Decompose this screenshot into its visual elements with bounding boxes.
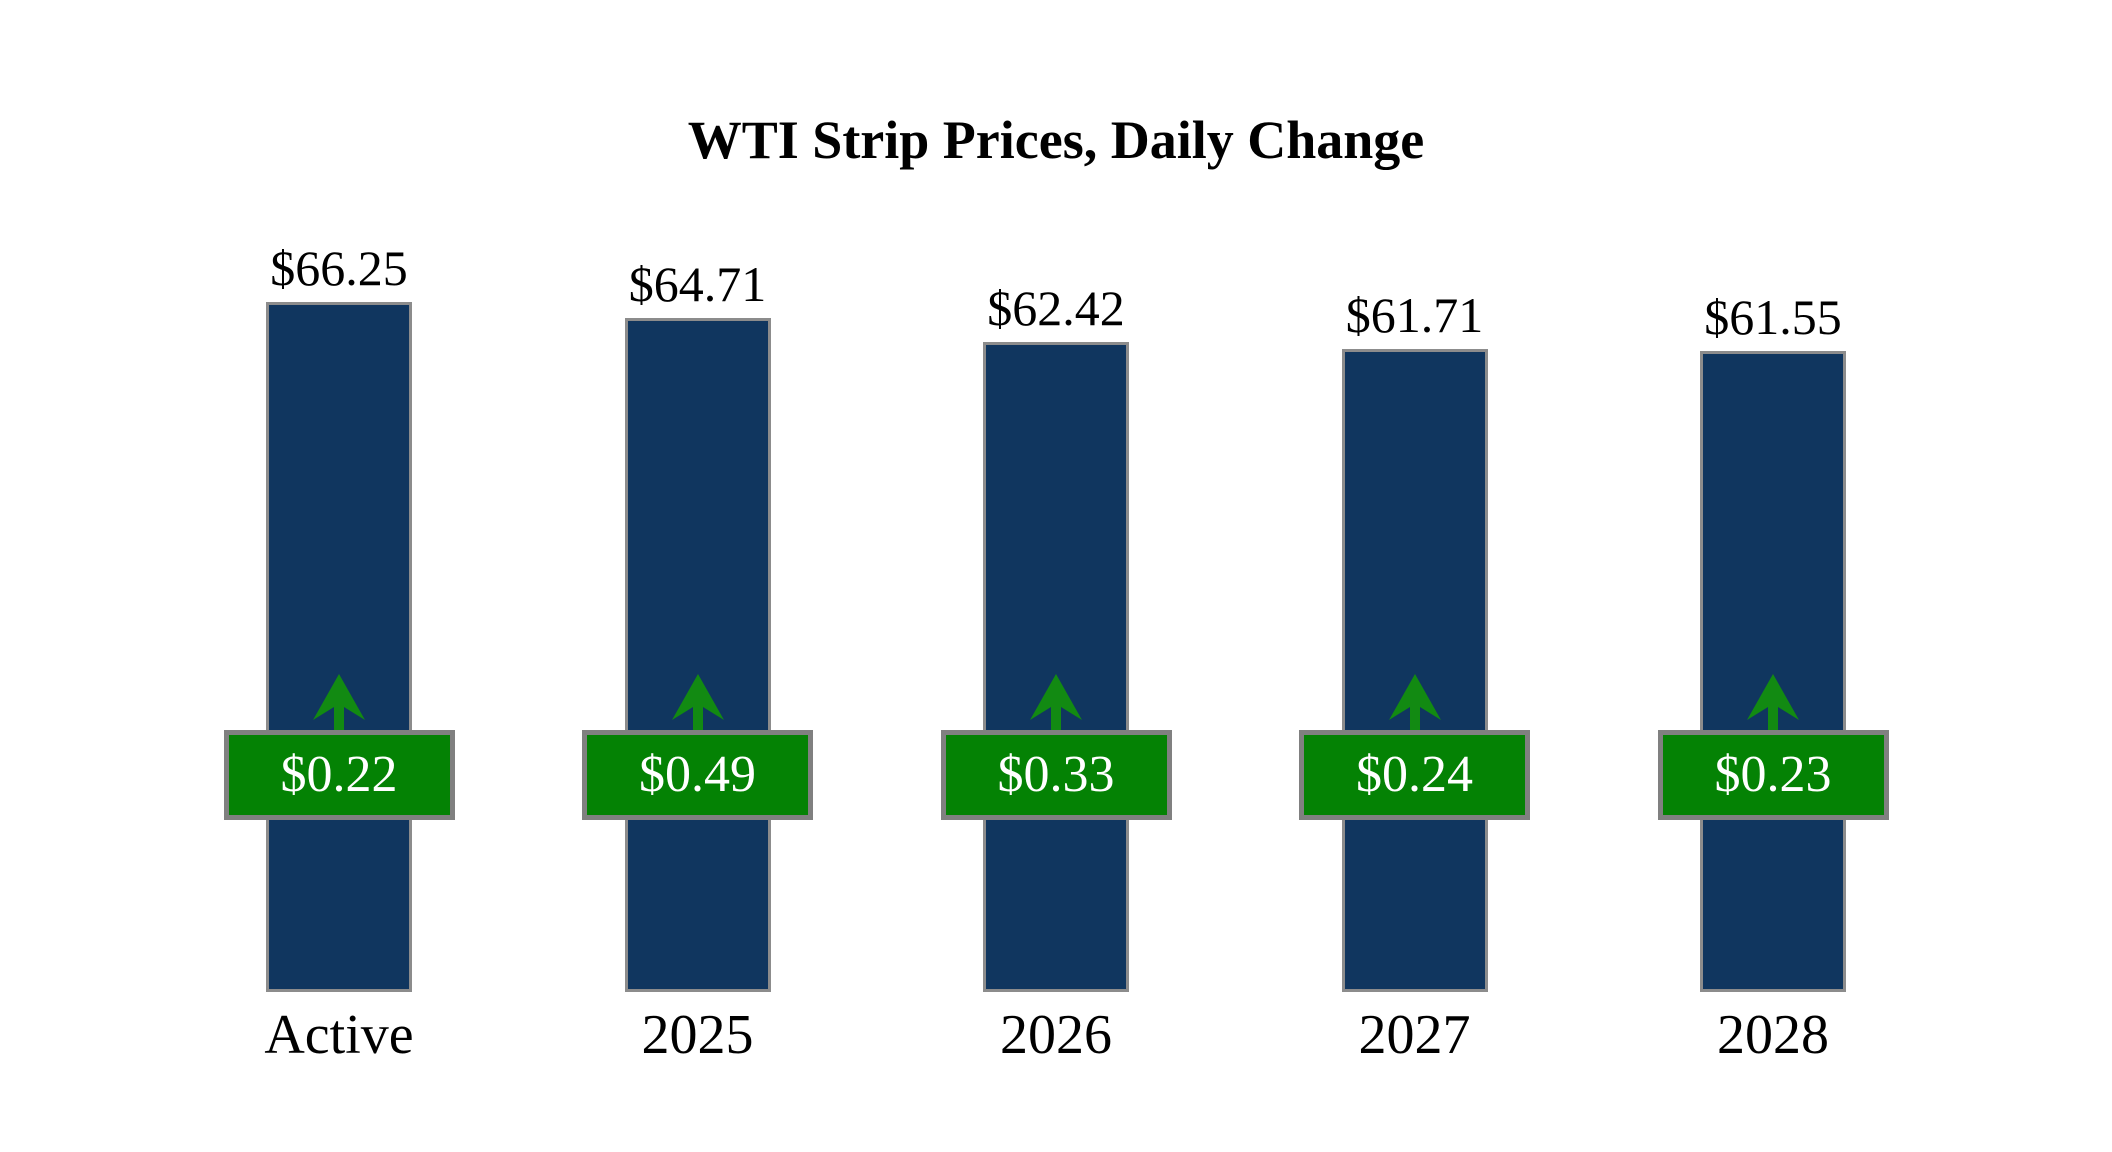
category-label: Active — [264, 1004, 414, 1066]
price-bar — [1700, 351, 1846, 992]
daily-change-badge: $0.49 — [582, 730, 813, 820]
bar-value-label: $64.71 — [628, 256, 767, 312]
up-arrow-icon — [671, 674, 724, 732]
daily-change-badge: $0.33 — [940, 730, 1172, 820]
category-label: 2027 — [1358, 1004, 1471, 1066]
daily-change-badge: $0.22 — [223, 730, 455, 820]
up-arrow-icon — [1747, 674, 1799, 732]
bar-value-label: $66.25 — [270, 240, 408, 296]
up-arrow-icon — [1030, 674, 1082, 732]
bar-value-label: $62.42 — [987, 280, 1125, 336]
chart-title: WTI Strip Prices, Daily Change — [687, 110, 1425, 170]
up-arrow-icon — [1388, 674, 1441, 732]
price-bar — [1341, 349, 1488, 992]
bar-value-label: $61.55 — [1704, 289, 1842, 345]
daily-change-badge: $0.24 — [1299, 730, 1530, 820]
daily-change-badge: $0.23 — [1657, 730, 1889, 820]
bar-value-label: $61.71 — [1345, 287, 1484, 343]
price-bar — [266, 302, 412, 992]
category-label: 2026 — [1000, 1004, 1112, 1066]
price-bar — [983, 342, 1129, 992]
price-bar — [624, 318, 771, 992]
category-label: 2028 — [1717, 1004, 1829, 1066]
up-arrow-icon — [313, 674, 365, 732]
category-label: 2025 — [641, 1004, 754, 1066]
